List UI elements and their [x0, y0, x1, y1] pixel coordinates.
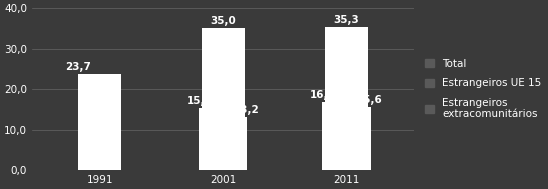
Bar [78, 74, 122, 170]
Bar [325, 27, 368, 170]
Legend: Total, Estrangeiros UE 15, Estrangeiros
extracomunitários: Total, Estrangeiros UE 15, Estrangeiros … [423, 57, 544, 121]
Text: 13,2: 13,2 [233, 105, 259, 115]
Text: 35,0: 35,0 [210, 16, 236, 26]
Bar [202, 28, 245, 170]
Bar [199, 108, 226, 170]
Text: 15,6: 15,6 [357, 95, 383, 105]
Text: 35,3: 35,3 [334, 15, 359, 25]
Text: 23,7: 23,7 [65, 62, 90, 72]
Bar [344, 107, 370, 170]
Bar [322, 102, 350, 170]
Text: 15,3: 15,3 [187, 96, 213, 106]
Text: 16,9: 16,9 [310, 90, 336, 100]
Bar [220, 117, 247, 170]
